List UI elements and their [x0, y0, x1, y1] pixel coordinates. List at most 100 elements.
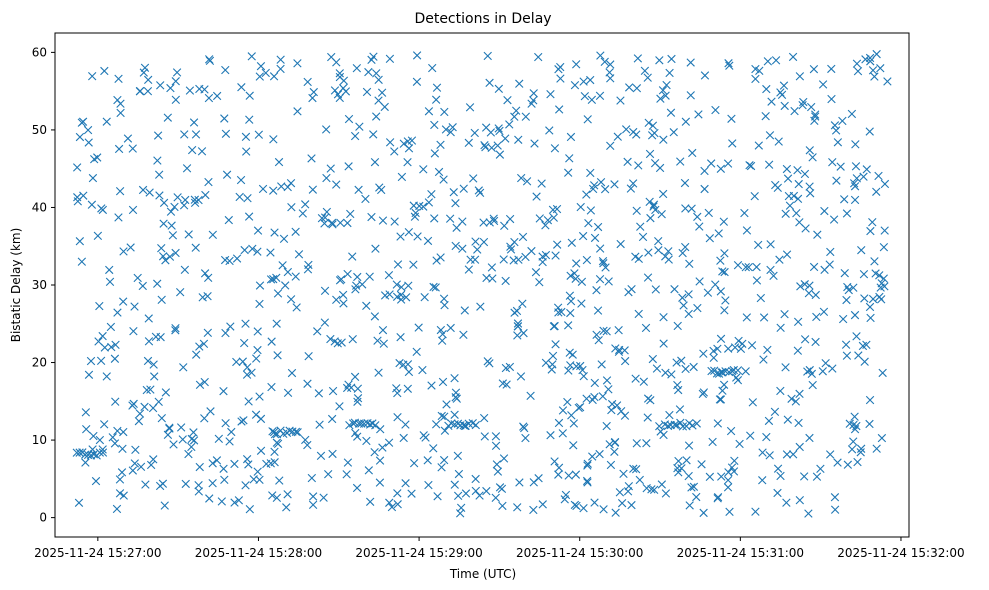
data-point — [159, 198, 169, 208]
data-point — [783, 174, 793, 183]
data-point — [681, 242, 690, 252]
data-point — [412, 51, 422, 60]
data-point — [773, 183, 782, 192]
data-point — [718, 267, 727, 276]
data-point — [194, 487, 203, 496]
data-point — [454, 469, 464, 479]
data-point — [171, 95, 181, 105]
data-point — [545, 126, 554, 135]
data-point — [493, 467, 503, 476]
data-point — [171, 323, 180, 333]
data-point — [795, 442, 804, 452]
data-point — [424, 198, 434, 207]
data-point — [204, 273, 213, 282]
data-point — [419, 431, 428, 440]
data-point — [445, 214, 455, 223]
data-point — [807, 369, 817, 379]
data-point — [832, 176, 841, 185]
data-point — [336, 218, 345, 228]
data-point — [354, 185, 363, 195]
data-point — [428, 63, 437, 73]
data-point — [404, 281, 413, 290]
data-point — [709, 346, 718, 356]
data-point — [595, 91, 605, 100]
data-point — [779, 81, 789, 90]
data-point — [874, 171, 883, 181]
data-point — [843, 460, 853, 469]
data-point — [677, 356, 686, 365]
data-point — [859, 270, 869, 279]
data-point — [732, 373, 741, 382]
data-point — [564, 168, 573, 177]
data-point — [277, 182, 286, 191]
data-point — [552, 204, 562, 214]
data-point — [112, 504, 122, 514]
data-point — [576, 361, 585, 371]
data-point — [686, 58, 695, 67]
data-point — [866, 57, 875, 66]
data-point — [194, 480, 203, 490]
data-point — [614, 326, 623, 335]
data-point — [255, 281, 265, 290]
data-point — [565, 348, 574, 357]
data-point — [803, 367, 812, 376]
data-point — [404, 144, 414, 153]
data-point — [495, 150, 505, 159]
data-point — [439, 294, 449, 303]
data-point — [128, 205, 138, 215]
data-point — [665, 68, 674, 78]
data-point — [833, 138, 843, 147]
data-point — [766, 240, 775, 249]
data-point — [353, 272, 362, 282]
data-point — [429, 444, 438, 453]
data-point — [632, 439, 641, 448]
data-point — [189, 436, 199, 445]
data-point — [711, 280, 720, 289]
data-point — [497, 484, 507, 494]
data-point — [765, 131, 775, 140]
data-point — [599, 326, 608, 335]
data-point — [89, 450, 99, 459]
data-point — [220, 114, 229, 123]
data-point — [800, 169, 810, 179]
data-point — [531, 268, 541, 277]
data-point — [236, 175, 246, 185]
data-point — [519, 422, 528, 431]
y-tick-label: 50 — [32, 123, 47, 137]
data-point — [159, 219, 168, 228]
data-point — [549, 213, 558, 222]
data-point — [243, 363, 252, 372]
data-point — [353, 432, 362, 441]
data-point — [748, 398, 757, 407]
data-point — [272, 273, 281, 283]
data-point — [583, 459, 592, 468]
y-axis-label: Bistatic Delay (km) — [9, 228, 23, 343]
data-point — [353, 394, 363, 403]
data-point — [451, 199, 460, 208]
data-point — [534, 52, 543, 62]
data-point — [781, 209, 790, 218]
data-point — [571, 274, 580, 283]
data-point — [266, 248, 275, 257]
data-point — [139, 68, 149, 77]
data-point — [387, 502, 397, 512]
data-point — [327, 218, 337, 227]
data-point — [521, 433, 530, 443]
data-point — [556, 74, 565, 83]
data-point — [377, 185, 386, 195]
data-point — [612, 401, 622, 410]
data-point — [811, 290, 820, 300]
data-point — [597, 360, 606, 369]
data-point — [865, 127, 874, 136]
data-point — [440, 301, 449, 310]
data-point — [143, 86, 153, 96]
x-axis-label: Time (UTC) — [449, 567, 516, 581]
data-point — [827, 94, 836, 104]
data-point — [643, 73, 652, 82]
data-point — [367, 212, 376, 222]
data-point — [686, 91, 695, 100]
data-point — [677, 464, 686, 473]
data-point — [631, 374, 640, 383]
data-point — [684, 290, 693, 299]
data-point — [788, 52, 798, 62]
